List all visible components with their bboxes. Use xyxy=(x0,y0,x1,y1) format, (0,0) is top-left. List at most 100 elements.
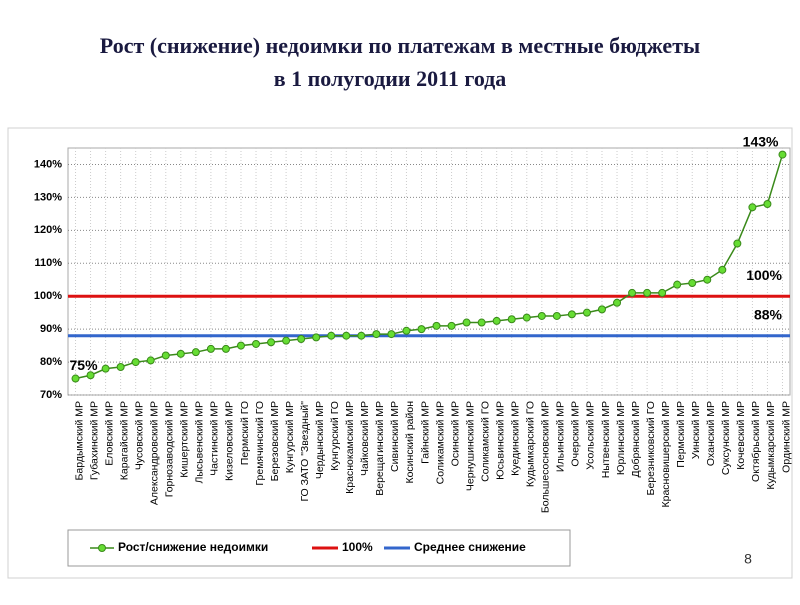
data-point xyxy=(327,331,336,340)
data-point xyxy=(628,288,637,297)
y-tick-label: 110% xyxy=(34,257,62,269)
data-point xyxy=(733,239,742,248)
x-tick-label: Верещагинский МР xyxy=(374,401,386,496)
x-tick-label: Еловский МР xyxy=(103,401,115,466)
data-point xyxy=(718,265,727,274)
x-tick-label: Чердынский МР xyxy=(314,401,326,479)
data-point xyxy=(447,321,456,330)
data-point xyxy=(312,333,321,342)
data-point xyxy=(282,336,291,345)
x-tick-label: Очерский МР xyxy=(570,401,582,467)
data-point xyxy=(462,318,471,327)
x-tick-label: Кишертский МР xyxy=(179,401,191,478)
x-tick-label: Чусовской МР xyxy=(133,401,145,470)
x-tick-label: Ильинский МР xyxy=(555,401,567,472)
data-point xyxy=(522,313,531,322)
x-tick-label: Куединский МР xyxy=(510,401,522,476)
x-tick-label: Пермский МР xyxy=(675,401,687,468)
data-point xyxy=(763,199,772,208)
x-tick-label: Добрянский МР xyxy=(630,401,642,478)
plot-area xyxy=(67,147,791,396)
legend-marker xyxy=(98,544,106,552)
x-tick-label: Кудымкарский ГО xyxy=(525,401,537,487)
legend-label: Рост/снижение недоимки xyxy=(118,540,268,554)
data-point xyxy=(206,344,215,353)
reference-label: 88% xyxy=(754,306,783,322)
x-tick-label: Бардымский МР xyxy=(73,401,85,480)
data-point xyxy=(432,321,441,330)
x-tick-label: Большесосновский МР xyxy=(540,401,552,513)
x-tick-label: Горнозаводский МР xyxy=(164,401,176,497)
x-tick-label: Сивинский МР xyxy=(389,401,401,472)
data-point xyxy=(402,326,411,335)
x-tick-label: Карагайский МР xyxy=(118,401,130,480)
x-tick-label: Березниковский ГО xyxy=(645,401,657,495)
data-point xyxy=(703,275,712,284)
x-tick-label: Кудымкарский МР xyxy=(765,401,777,490)
y-tick-label: 70% xyxy=(40,389,62,401)
x-tick-label: Юсьвинский МР xyxy=(494,401,506,480)
x-tick-label: Кунгурский МР xyxy=(284,401,296,473)
x-tick-label: Суксунский МР xyxy=(720,401,732,475)
data-point xyxy=(387,330,396,339)
x-tick-label: Соликамский МР xyxy=(434,401,446,484)
x-tick-label: Чайковский МР xyxy=(359,401,371,476)
x-tick-label: Краснокамский МР xyxy=(344,401,356,494)
data-point xyxy=(221,344,230,353)
data-point xyxy=(597,305,606,314)
y-tick-label: 90% xyxy=(40,323,62,335)
x-tick-label: Соликамский ГО xyxy=(479,401,491,482)
data-point xyxy=(146,356,155,365)
x-tick-label: ГО ЗАТО "Звездный" xyxy=(299,401,311,502)
data-point xyxy=(748,203,757,212)
data-point xyxy=(372,330,381,339)
x-tick-label: Губахинский МР xyxy=(88,401,100,480)
x-tick-label: Лысьвенский МР xyxy=(194,401,206,484)
data-point xyxy=(507,315,516,324)
x-tick-label: Оханский МР xyxy=(705,401,717,466)
chart-frame xyxy=(7,127,793,579)
data-point xyxy=(252,339,261,348)
page-number: 8 xyxy=(744,551,752,567)
data-label: 75% xyxy=(70,357,99,373)
data-point xyxy=(673,280,682,289)
data-point xyxy=(342,331,351,340)
x-tick-label: Кизеловский МР xyxy=(224,401,236,481)
data-label: 143% xyxy=(743,133,779,149)
x-tick-label: Кочевский МР xyxy=(735,401,747,470)
y-tick-label: 120% xyxy=(34,224,62,236)
x-tick-label: Красновишерский МР xyxy=(660,401,672,507)
x-tick-label: Уинский МР xyxy=(690,401,702,459)
x-tick-label: Гремячинский ГО xyxy=(254,401,266,486)
data-point xyxy=(537,311,546,320)
data-point xyxy=(492,316,501,325)
data-point xyxy=(552,311,561,320)
legend-box xyxy=(67,529,571,567)
data-point xyxy=(613,298,622,307)
data-point xyxy=(567,310,576,319)
data-point xyxy=(267,338,276,347)
x-tick-label: Юрлинский МР xyxy=(615,401,627,475)
data-point xyxy=(477,318,486,327)
x-tick-label: Кунгурский ГО xyxy=(329,401,341,471)
y-tick-label: 130% xyxy=(34,191,62,203)
reference-label: 100% xyxy=(746,267,782,283)
data-point xyxy=(176,349,185,358)
data-point xyxy=(688,279,697,288)
data-point xyxy=(236,341,245,350)
data-point xyxy=(643,288,652,297)
x-tick-label: Чернушинский МР xyxy=(464,401,476,491)
x-tick-label: Пермский ГО xyxy=(239,401,251,465)
x-tick-label: Октябрьский МР xyxy=(750,401,762,482)
data-point xyxy=(778,150,787,159)
data-point xyxy=(116,363,125,372)
x-tick-label: Александровский МР xyxy=(149,401,161,505)
chart-title: Рост (снижение) недоимки по платежам в м… xyxy=(100,33,700,58)
x-tick-label: Частинский МР xyxy=(209,401,221,476)
chart-subtitle: в 1 полугодии 2011 года xyxy=(274,66,507,91)
x-tick-label: Усольский МР xyxy=(585,401,597,470)
x-tick-label: Березовский МР xyxy=(269,401,281,481)
data-point xyxy=(101,364,110,373)
data-point xyxy=(357,331,366,340)
